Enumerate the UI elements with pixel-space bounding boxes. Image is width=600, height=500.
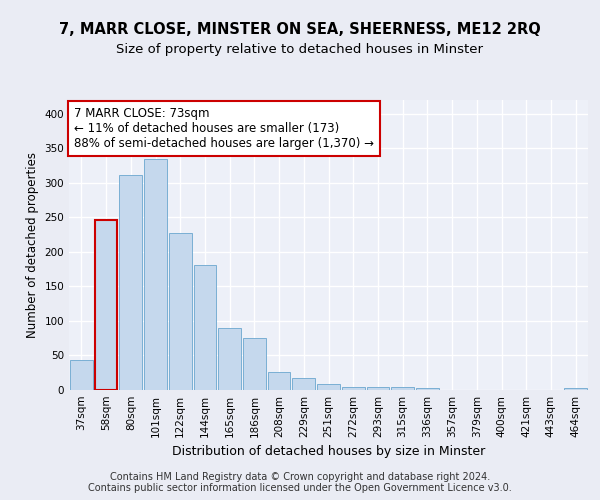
X-axis label: Distribution of detached houses by size in Minster: Distribution of detached houses by size … [172,446,485,458]
Bar [70,360,93,390]
Bar [416,388,439,390]
Bar [391,386,414,390]
Bar [342,387,365,390]
Bar [317,384,340,390]
Bar [144,158,167,390]
Bar [95,220,118,390]
Text: Contains HM Land Registry data © Crown copyright and database right 2024.
Contai: Contains HM Land Registry data © Crown c… [88,472,512,494]
Bar [218,328,241,390]
Text: Size of property relative to detached houses in Minster: Size of property relative to detached ho… [116,42,484,56]
Bar [292,378,315,390]
Bar [169,232,191,390]
Bar [119,176,142,390]
Y-axis label: Number of detached properties: Number of detached properties [26,152,39,338]
Text: 7 MARR CLOSE: 73sqm
← 11% of detached houses are smaller (173)
88% of semi-detac: 7 MARR CLOSE: 73sqm ← 11% of detached ho… [74,108,374,150]
Bar [564,388,587,390]
Bar [268,372,290,390]
Bar [243,338,266,390]
Bar [367,386,389,390]
Bar [194,265,216,390]
Text: 7, MARR CLOSE, MINSTER ON SEA, SHEERNESS, ME12 2RQ: 7, MARR CLOSE, MINSTER ON SEA, SHEERNESS… [59,22,541,38]
